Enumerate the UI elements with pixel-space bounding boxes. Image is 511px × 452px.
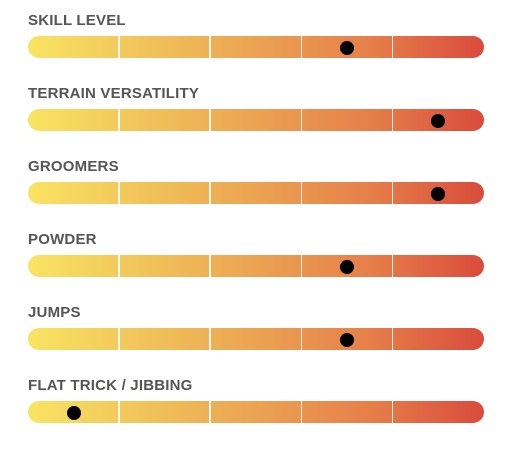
rating-level-marker bbox=[340, 41, 355, 55]
segment-divider bbox=[391, 401, 394, 423]
segment-divider bbox=[300, 401, 303, 423]
segment-divider bbox=[209, 182, 211, 204]
segment-divider bbox=[391, 255, 394, 277]
rating-scale-bar bbox=[28, 182, 484, 204]
segment-divider bbox=[118, 328, 120, 350]
rating-level-marker bbox=[431, 114, 446, 128]
segment-divider bbox=[118, 36, 120, 58]
rating-scale-bar bbox=[28, 255, 484, 277]
rating-level-marker bbox=[431, 187, 446, 201]
rating-scale-bar bbox=[28, 328, 484, 350]
segment-divider bbox=[391, 182, 394, 204]
segment-divider bbox=[118, 255, 120, 277]
rating-scale-bar bbox=[28, 109, 484, 131]
rating-row-groomers: GROOMERS bbox=[28, 158, 484, 231]
rating-scale-bar bbox=[28, 401, 484, 423]
segment-divider bbox=[300, 109, 303, 131]
rating-label: SKILL LEVEL bbox=[28, 12, 126, 29]
segment-divider bbox=[300, 328, 303, 350]
segment-divider bbox=[300, 36, 303, 58]
segment-divider bbox=[209, 255, 211, 277]
segment-divider bbox=[300, 182, 303, 204]
segment-divider bbox=[118, 401, 120, 423]
segment-divider bbox=[209, 328, 211, 350]
rating-level-marker bbox=[340, 260, 355, 274]
ratings-panel: SKILL LEVEL TERRAIN VERSATILITY GROOMERS… bbox=[28, 12, 484, 450]
segment-divider bbox=[118, 182, 120, 204]
rating-label: GROOMERS bbox=[28, 158, 119, 175]
segment-divider bbox=[209, 36, 211, 58]
rating-level-marker bbox=[340, 333, 355, 347]
segment-divider bbox=[118, 109, 120, 131]
segment-divider bbox=[300, 255, 303, 277]
rating-label: POWDER bbox=[28, 231, 97, 248]
segment-divider bbox=[391, 109, 394, 131]
rating-row-skill-level: SKILL LEVEL bbox=[28, 12, 484, 85]
rating-level-marker bbox=[66, 406, 81, 420]
segment-divider bbox=[391, 36, 394, 58]
rating-row-terrain-versatility: TERRAIN VERSATILITY bbox=[28, 85, 484, 158]
rating-label: TERRAIN VERSATILITY bbox=[28, 85, 200, 102]
segment-divider bbox=[391, 328, 394, 350]
segment-divider bbox=[209, 109, 211, 131]
rating-row-jumps: JUMPS bbox=[28, 304, 484, 377]
rating-label: JUMPS bbox=[28, 304, 81, 321]
rating-label: FLAT TRICK / JIBBING bbox=[28, 377, 193, 394]
rating-scale-bar bbox=[28, 36, 484, 58]
rating-row-powder: POWDER bbox=[28, 231, 484, 304]
segment-divider bbox=[209, 401, 211, 423]
rating-row-flat-trick-jibbing: FLAT TRICK / JIBBING bbox=[28, 377, 484, 450]
